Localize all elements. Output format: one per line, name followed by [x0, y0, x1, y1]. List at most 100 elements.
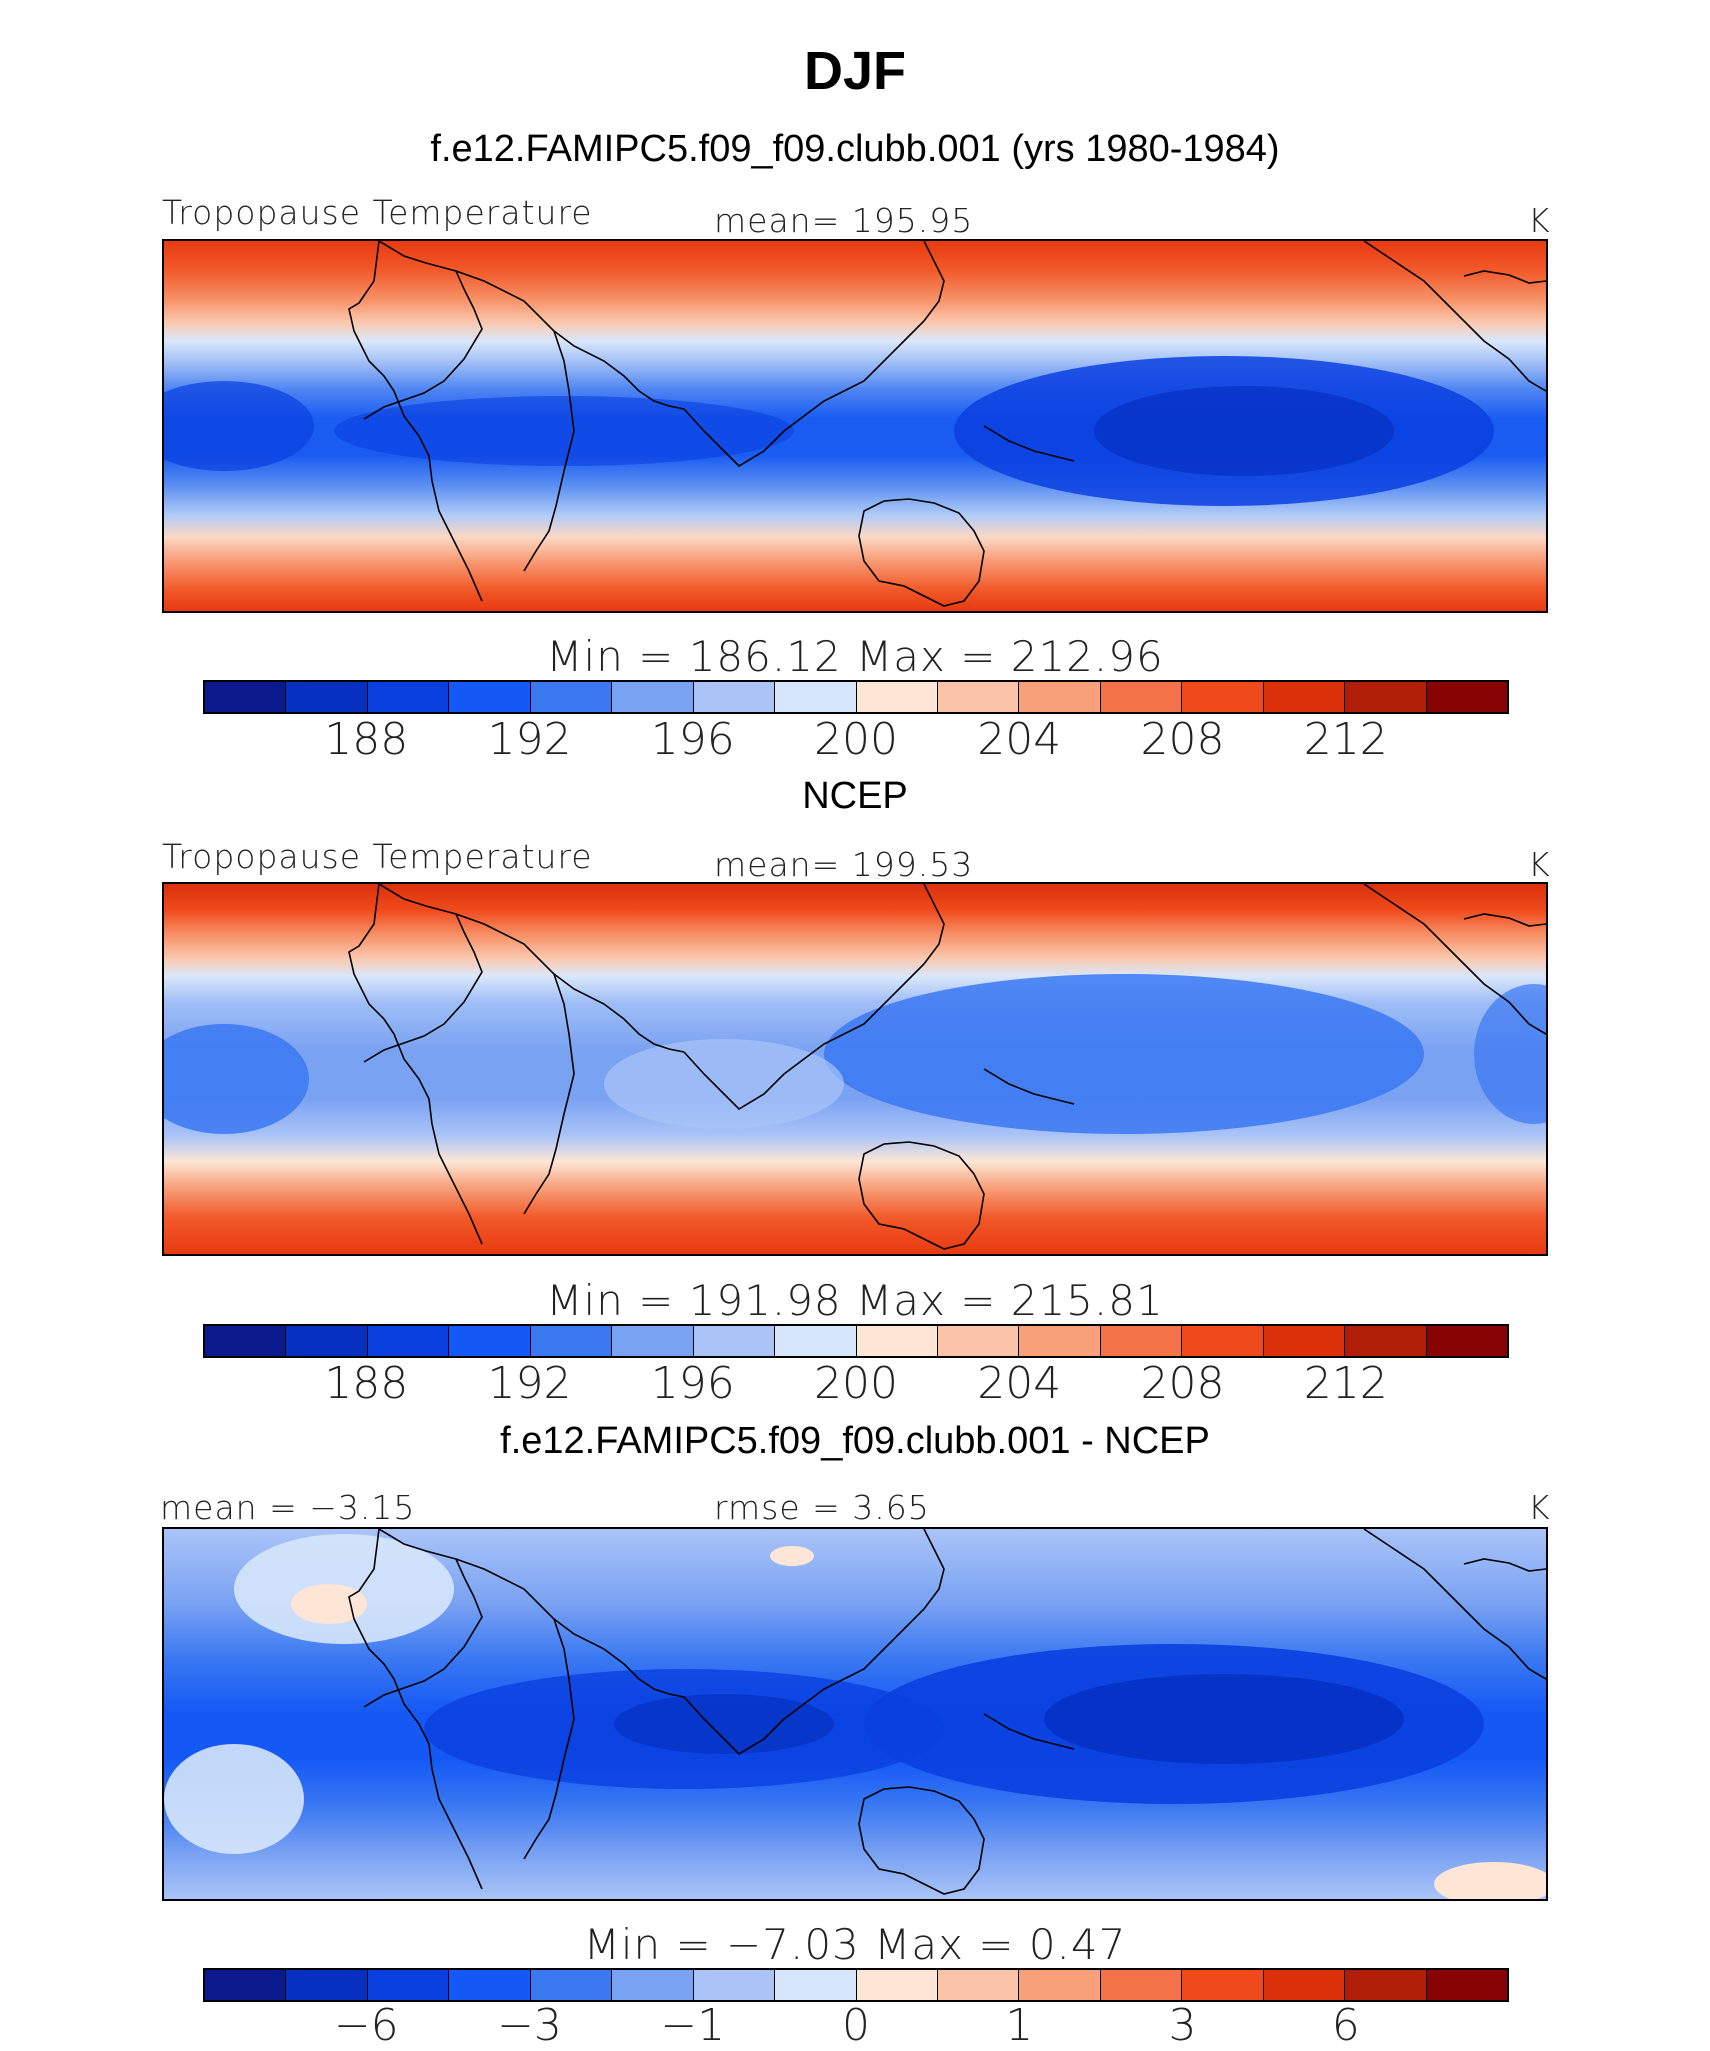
colorbar-cell-12: [1182, 1970, 1264, 2000]
panel-3-south-america-warm: [164, 1744, 304, 1854]
colorbar-cell-7: [775, 1326, 857, 1356]
colorbar-tick-label: 196: [650, 1358, 735, 1409]
panel-2-colorbar: [203, 1324, 1509, 1358]
colorbar-cell-12: [1182, 1326, 1264, 1356]
colorbar-tick-label: 204: [977, 714, 1062, 765]
colorbar-tick-label: 212: [1303, 714, 1388, 765]
panel-1-africa-cold-band: [334, 396, 794, 466]
colorbar-cell-3: [449, 682, 531, 712]
colorbar-tick-label: 3: [1168, 2000, 1197, 2051]
panel-1-variable-label: Tropopause Temperature: [162, 193, 593, 232]
colorbar-cell-1: [286, 682, 368, 712]
colorbar-cell-3: [449, 1970, 531, 2000]
colorbar-cell-2: [367, 1326, 450, 1356]
colorbar-cell-1: [286, 1326, 368, 1356]
colorbar-cell-0: [205, 682, 287, 712]
colorbar-tick-label: 192: [487, 1358, 572, 1409]
panel-1-west-cold-core: [164, 381, 314, 471]
panel-3-pacific-inner-core: [1044, 1674, 1404, 1764]
colorbar-cell-11: [1100, 1970, 1183, 2000]
colorbar-cell-5: [612, 682, 694, 712]
colorbar-tick-label: 188: [324, 714, 409, 765]
colorbar-tick-label: 188: [324, 1358, 409, 1409]
colorbar-cell-8: [856, 1970, 938, 2000]
panel-3-minmax: Min = −7.03 Max = 0.47: [583, 1920, 1127, 1969]
colorbar-cell-5: [612, 1326, 694, 1356]
colorbar-cell-13: [1263, 682, 1346, 712]
colorbar-cell-0: [205, 1326, 287, 1356]
panel-2-colorbar-ticks: 188 192 196 200 204 208 212: [0, 1358, 1710, 1414]
colorbar-cell-2: [367, 682, 450, 712]
colorbar-cell-14: [1345, 1970, 1427, 2000]
panel-3-colorbar-ticks: −6 −3 −1 0 1 3 6: [0, 2000, 1710, 2051]
colorbar-cell-15: [1426, 682, 1507, 712]
colorbar-tick-label: 208: [1140, 714, 1225, 765]
colorbar-tick-label: −6: [333, 2000, 399, 2051]
panel-1-minmax: Min = 186.12 Max = 212.96: [546, 632, 1164, 681]
panel-3-map: [162, 1527, 1548, 1901]
panel-2-variable-label: Tropopause Temperature: [162, 837, 593, 876]
colorbar-cell-5: [612, 1970, 694, 2000]
panel-3-atlantic-positive-patch: [291, 1584, 367, 1624]
panel-1-units-label: K: [1528, 201, 1551, 240]
colorbar-cell-1: [286, 1970, 368, 2000]
panel-3-mean-label: mean = −3.15: [160, 1488, 416, 1527]
colorbar-cell-12: [1182, 682, 1264, 712]
panel-1-colorbar-ticks: 188 192 196 200 204 208 212: [0, 714, 1710, 770]
colorbar-cell-13: [1263, 1970, 1346, 2000]
panel-2-map: [162, 882, 1548, 1256]
colorbar-tick-label: 0: [842, 2000, 870, 2051]
colorbar-cell-11: [1100, 682, 1183, 712]
colorbar-tick-label: 6: [1331, 2000, 1360, 2051]
colorbar-cell-15: [1426, 1326, 1507, 1356]
panel-1-mean-label: mean= 195.95: [714, 201, 974, 240]
colorbar-tick-label: 204: [977, 1358, 1062, 1409]
panel-2-coastlines: [348, 884, 1546, 1250]
colorbar-cell-0: [205, 1970, 287, 2000]
panel-2-indian-warm-patch: [604, 1039, 844, 1129]
colorbar-tick-label: −3: [497, 2000, 562, 2051]
panel-3-colorbar: [203, 1968, 1509, 2002]
colorbar-tick-label: −1: [660, 2000, 726, 2051]
panel-3-southeast-positive-patch: [1434, 1862, 1546, 1899]
panel-1-map: [162, 239, 1548, 613]
colorbar-tick-label: 212: [1303, 1358, 1388, 1409]
colorbar-cell-7: [775, 682, 857, 712]
panel-3-asia-positive-patch: [770, 1546, 814, 1566]
colorbar-cell-9: [937, 682, 1020, 712]
panel-3-title: f.e12.FAMIPC5.f09_f09.clubb.001 - NCEP: [500, 1420, 1210, 1462]
panel-2-pacific-cold-core: [824, 974, 1424, 1134]
colorbar-cell-3: [449, 1326, 531, 1356]
panel-1-title: f.e12.FAMIPC5.f09_f09.clubb.001 (yrs 198…: [430, 128, 1280, 170]
colorbar-tick-label: 1: [1005, 2000, 1034, 2051]
colorbar-tick-label: 200: [814, 1358, 898, 1409]
main-title: DJF: [803, 41, 906, 101]
colorbar-cell-4: [530, 1326, 613, 1356]
colorbar-cell-4: [530, 682, 613, 712]
colorbar-cell-2: [367, 1970, 450, 2000]
panel-3-units-label: K: [1528, 1488, 1551, 1527]
colorbar-cell-11: [1100, 1326, 1183, 1356]
panel-2-units-label: K: [1528, 845, 1551, 884]
panel-3-rmse-label: rmse = 3.65: [714, 1488, 930, 1527]
colorbar-cell-15: [1426, 1970, 1507, 2000]
panel-1-colorbar: [203, 680, 1509, 714]
colorbar-cell-8: [856, 1326, 938, 1356]
colorbar-cell-13: [1263, 1326, 1346, 1356]
colorbar-cell-6: [693, 1326, 776, 1356]
colorbar-cell-6: [693, 682, 776, 712]
panel-2-title: NCEP: [802, 775, 908, 817]
colorbar-cell-14: [1345, 682, 1427, 712]
colorbar-tick-label: 200: [814, 714, 898, 765]
colorbar-cell-9: [937, 1326, 1020, 1356]
panel-2-minmax: Min = 191.98 Max = 215.81: [546, 1276, 1164, 1325]
colorbar-cell-6: [693, 1970, 776, 2000]
colorbar-cell-14: [1345, 1326, 1427, 1356]
colorbar-tick-label: 208: [1140, 1358, 1225, 1409]
colorbar-tick-label: 192: [487, 714, 572, 765]
panel-3-indian-inner-core: [614, 1694, 834, 1754]
panel-3-coastlines: [348, 1529, 1546, 1895]
panel-2-east-cold-core: [1474, 984, 1546, 1124]
colorbar-cell-10: [1019, 682, 1101, 712]
colorbar-cell-8: [856, 682, 938, 712]
